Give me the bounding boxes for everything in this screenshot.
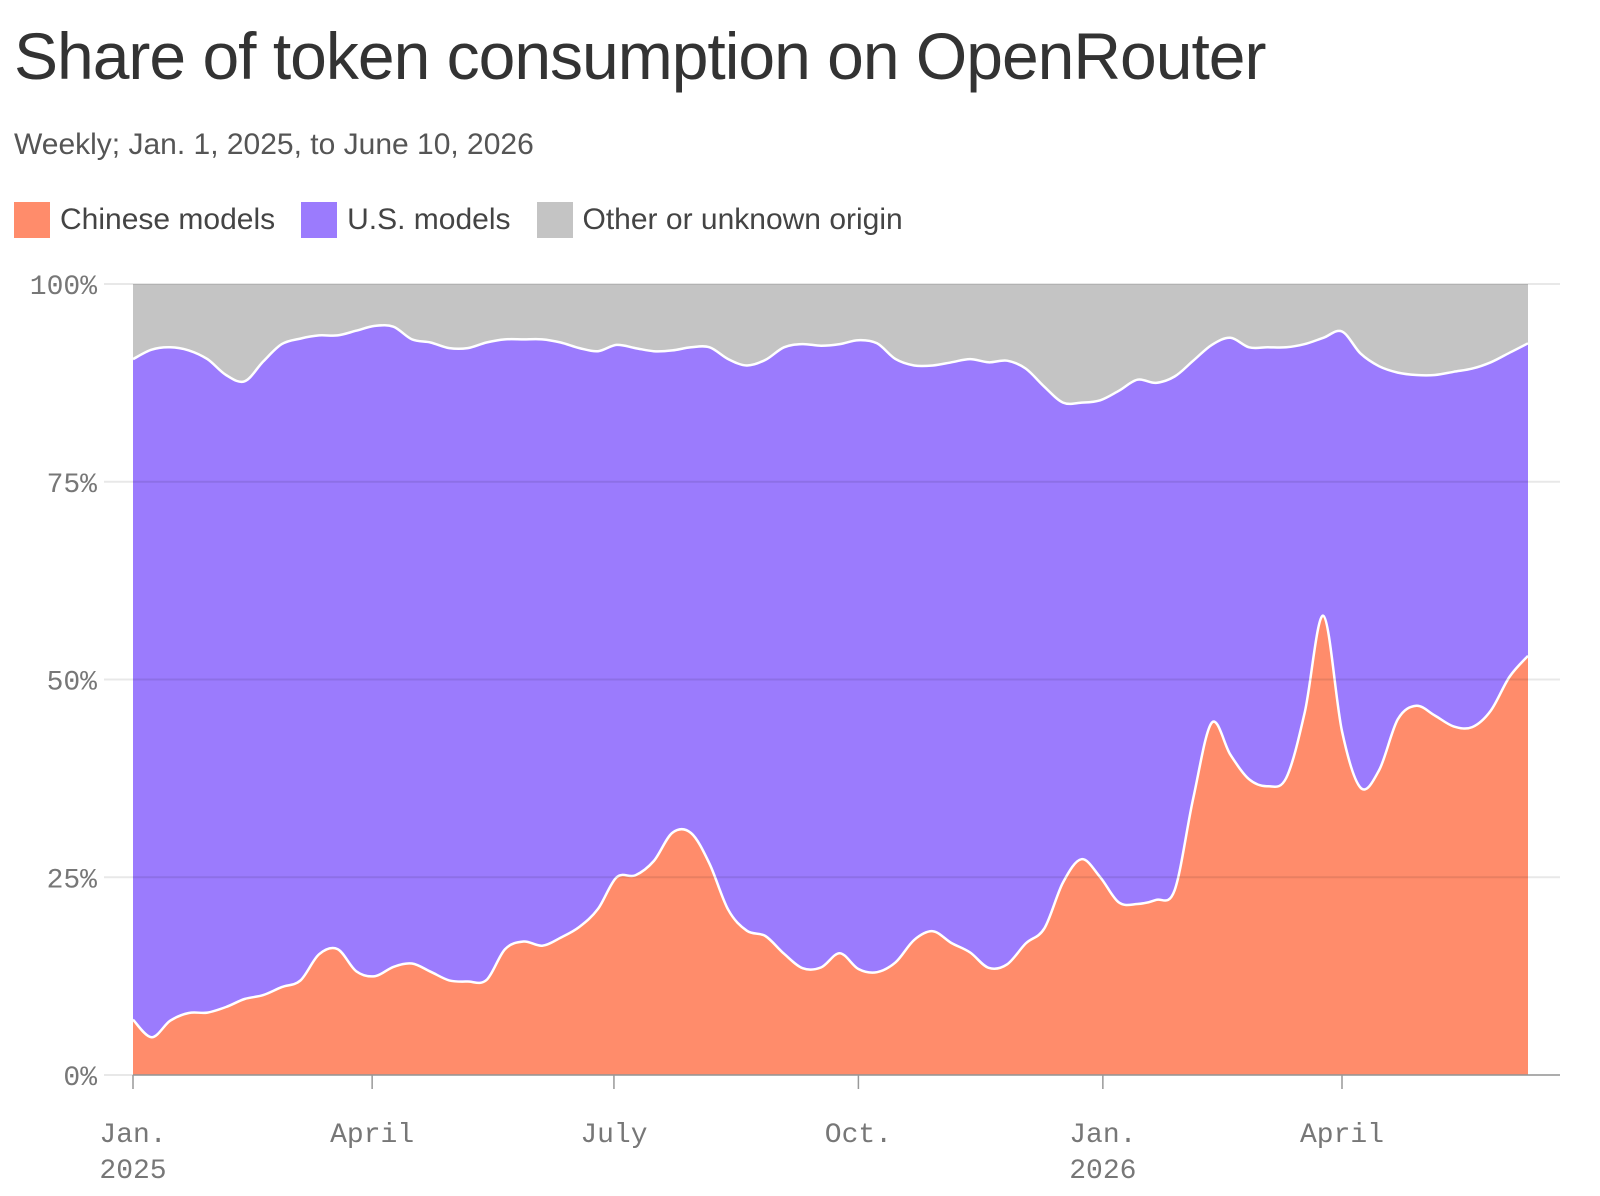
legend-swatch-other — [536, 202, 573, 238]
legend-item-chinese: Chinese models — [14, 202, 275, 238]
chart-subtitle: Weekly; Jan. 1, 2025, to June 10, 2026 — [14, 128, 534, 161]
x-tick-label-5: April — [1300, 1120, 1384, 1151]
legend-item-us: U.S. models — [301, 202, 511, 238]
x-tick-year-0: 2025 — [99, 1156, 166, 1187]
legend-label-chinese: Chinese models — [60, 203, 276, 236]
x-tick-label-0: Jan. — [99, 1120, 166, 1151]
legend-label-other: Other or unknown origin — [582, 203, 903, 236]
legend-item-other: Other or unknown origin — [536, 202, 903, 238]
boundary-line-chinese-us — [132, 614, 1529, 1039]
y-tick-label-4: 0% — [63, 1063, 97, 1094]
y-tick-label-3: 25% — [47, 865, 98, 896]
x-tick-year-4: 2026 — [1069, 1156, 1136, 1187]
legend: Chinese models U.S. models Other or unkn… — [14, 200, 929, 240]
chart-title: Share of token consumption on OpenRouter — [14, 19, 1266, 93]
boundary-line-us-other — [132, 324, 1529, 406]
legend-swatch-chinese — [14, 202, 50, 238]
x-tick-label-1: April — [330, 1120, 414, 1151]
legend-swatch-us — [301, 202, 338, 238]
y-tick-label-2: 50% — [47, 668, 98, 699]
x-tick-label-4: Jan. — [1069, 1120, 1136, 1151]
x-tick-label-3: Oct. — [825, 1120, 892, 1151]
y-tick-label-0: 100% — [30, 272, 97, 303]
area-chinese-models — [133, 615, 1528, 1075]
legend-label-us: U.S. models — [347, 203, 511, 236]
y-tick-label-1: 75% — [47, 470, 98, 501]
x-tick-label-2: July — [580, 1120, 647, 1151]
